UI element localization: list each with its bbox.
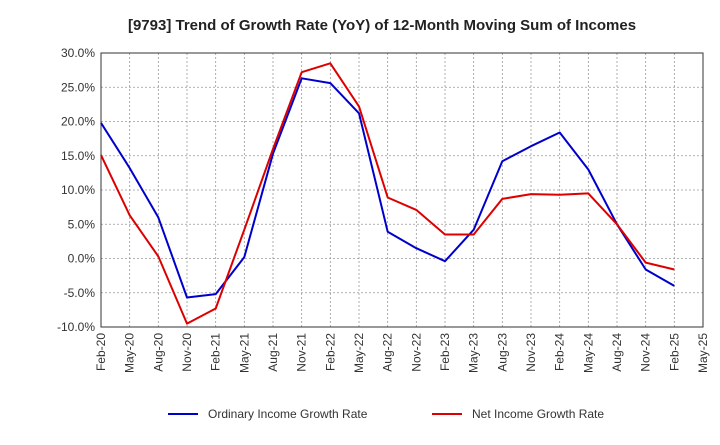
y-tick-label: 15.0% <box>61 149 95 163</box>
x-tick-label: Aug-23 <box>495 333 509 372</box>
y-tick-label: 0.0% <box>68 252 96 266</box>
x-tick-label: Feb-25 <box>667 333 681 371</box>
y-tick-label: -10.0% <box>57 320 95 334</box>
x-tick-label: Nov-20 <box>180 333 194 372</box>
x-tick-label: May-22 <box>352 333 366 373</box>
x-tick-label: May-25 <box>696 333 710 373</box>
legend-label-1: Ordinary Income Growth Rate <box>208 407 368 421</box>
legend-label-2: Net Income Growth Rate <box>472 407 604 421</box>
gridlines <box>101 53 703 327</box>
y-tick-label: 20.0% <box>61 115 95 129</box>
y-tick-label: 30.0% <box>61 46 95 60</box>
y-tick-label: 5.0% <box>68 217 96 231</box>
series-line-1 <box>100 77 675 299</box>
x-axis: Feb-20 May-20 Aug-20 Nov-20 Feb-21 May-21 Aug-… <box>94 333 710 373</box>
x-tick-label: Feb-21 <box>209 333 223 371</box>
x-tick-label: Nov-24 <box>639 333 653 372</box>
x-tick-label: Aug-22 <box>381 333 395 372</box>
series-line-2 <box>100 62 675 325</box>
legend: Ordinary Income Growth Rate Net Income Gr… <box>168 407 604 421</box>
x-tick-label: May-20 <box>123 333 137 373</box>
x-tick-label: Feb-22 <box>323 333 337 371</box>
y-tick-label: 10.0% <box>61 183 95 197</box>
x-tick-label: Aug-20 <box>151 333 165 372</box>
x-tick-label: May-24 <box>581 333 595 373</box>
x-tick-label: Aug-21 <box>266 333 280 372</box>
chart-title: [9793] Trend of Growth Rate (YoY) of 12-… <box>128 17 636 34</box>
x-tick-label: Aug-24 <box>610 333 624 372</box>
x-tick-label: May-23 <box>467 333 481 373</box>
plot-area <box>100 52 704 328</box>
x-tick-label: Feb-23 <box>438 333 452 371</box>
x-tick-label: Nov-22 <box>409 333 423 372</box>
series-layer <box>100 62 675 325</box>
x-tick-label: May-21 <box>237 333 251 373</box>
x-tick-label: Feb-20 <box>94 333 108 371</box>
x-tick-label: Feb-24 <box>553 333 567 371</box>
y-tick-label: -5.0% <box>64 286 96 300</box>
y-axis: 30.0% 25.0% 20.0% 15.0% 10.0% 5.0% 0.0% -5.0% -1… <box>57 46 95 334</box>
x-tick-label: Nov-21 <box>295 333 309 372</box>
x-tick-label: Nov-23 <box>524 333 538 372</box>
y-tick-label: 25.0% <box>61 80 95 94</box>
